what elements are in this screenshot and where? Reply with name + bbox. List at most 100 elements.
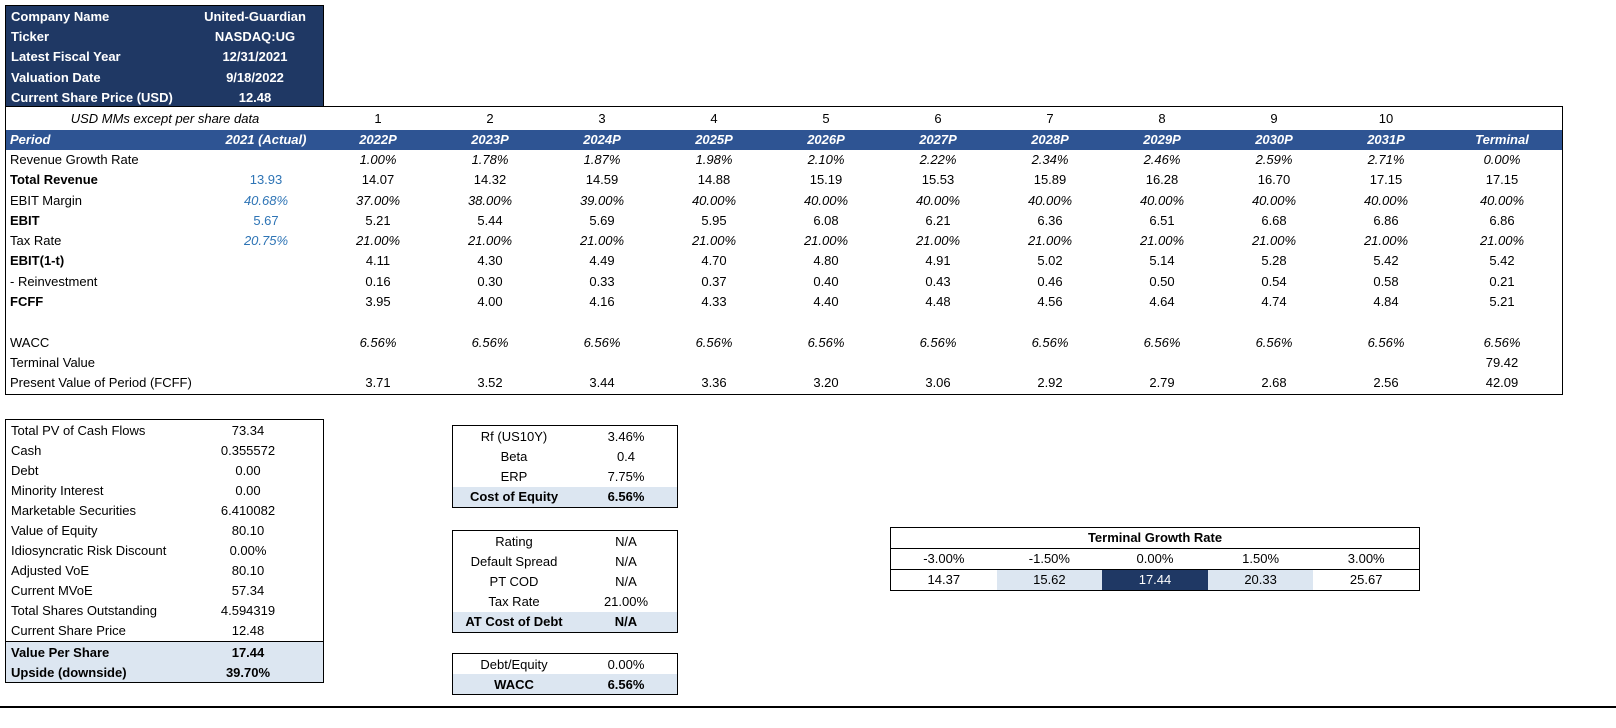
dcf-value-cell[interactable]: 5.95 (701, 212, 727, 228)
dcf-value-cell[interactable]: 0.58 (1373, 273, 1399, 289)
dcf-value-cell[interactable]: 38.00% (467, 192, 513, 208)
dcf-row-label[interactable]: WACC (10, 334, 50, 350)
mini-box-label[interactable]: Debt/Equity (480, 656, 548, 672)
dcf-value-cell[interactable]: 6.56% (583, 334, 621, 350)
dcf-row-label[interactable] (6, 312, 210, 332)
period-header-cell[interactable]: Period (10, 132, 51, 147)
summary-label[interactable]: Cash (11, 442, 42, 458)
summary-value[interactable]: 73.34 (231, 422, 265, 438)
dcf-value-cell[interactable]: 3.44 (589, 375, 615, 391)
dcf-value-cell[interactable]: 6.68 (1261, 212, 1287, 228)
dcf-value-cell[interactable] (546, 353, 658, 373)
period-header-cell[interactable]: 2026P (807, 132, 845, 147)
dcf-row-label[interactable]: FCFF (10, 294, 44, 310)
period-number[interactable]: 3 (598, 111, 606, 126)
summary-label[interactable]: Current MVoE (11, 583, 93, 599)
dcf-row-label[interactable]: EBIT (10, 212, 40, 228)
summary-value[interactable]: 57.34 (231, 583, 265, 599)
dcf-terminal-cell[interactable]: 42.09 (1485, 375, 1519, 391)
dcf-value-cell[interactable]: 2.59% (1255, 152, 1293, 167)
dcf-actual-cell[interactable] (210, 251, 322, 271)
dcf-value-cell[interactable]: 1.00% (359, 152, 397, 167)
dcf-value-cell[interactable]: 0.30 (477, 273, 503, 289)
dcf-value-cell[interactable]: 4.40 (813, 294, 839, 310)
dcf-value-cell[interactable] (322, 353, 434, 373)
dcf-terminal-cell[interactable]: 40.00% (1479, 192, 1525, 208)
dcf-value-cell[interactable]: 4.70 (701, 253, 727, 269)
mini-box-value[interactable]: 7.75% (607, 468, 645, 484)
dcf-value-cell[interactable]: 21.00% (579, 233, 625, 249)
summary-label[interactable]: Value of Equity (11, 523, 98, 539)
dcf-value-cell[interactable]: 6.56% (1031, 334, 1069, 350)
dcf-value-cell[interactable] (770, 312, 882, 332)
period-header-cell[interactable]: 2022P (359, 132, 397, 147)
mini-box-label[interactable]: AT Cost of Debt (465, 614, 563, 630)
sensitivity-value-cell[interactable]: 15.62 (996, 570, 1103, 590)
dcf-value-cell[interactable]: 3.06 (925, 375, 951, 391)
dcf-value-cell[interactable]: 6.56% (695, 334, 733, 350)
dcf-value-cell[interactable]: 6.56% (1143, 334, 1181, 350)
dcf-value-cell[interactable]: 2.68 (1261, 375, 1287, 391)
dcf-value-cell[interactable] (434, 312, 546, 332)
sensitivity-rate-cell[interactable]: 1.50% (1242, 551, 1280, 566)
summary-label[interactable]: Current Share Price (11, 623, 126, 639)
dcf-value-cell[interactable]: 6.56% (807, 334, 845, 350)
period-number[interactable]: 7 (1046, 111, 1054, 126)
dcf-value-cell[interactable] (1218, 312, 1330, 332)
dcf-value-cell[interactable]: 3.20 (813, 375, 839, 391)
dcf-terminal-cell[interactable]: 6.86 (1489, 212, 1515, 228)
period-number[interactable]: 1 (374, 111, 382, 126)
period-header-cell[interactable]: 2023P (471, 132, 509, 147)
sensitivity-title[interactable]: Terminal Growth Rate (891, 528, 1419, 549)
dcf-value-cell[interactable]: 40.00% (803, 192, 849, 208)
dcf-value-cell[interactable]: 16.28 (1145, 172, 1179, 188)
dcf-value-cell[interactable]: 4.74 (1261, 294, 1287, 310)
dcf-value-cell[interactable]: 6.56% (359, 334, 397, 350)
period-header-cell[interactable]: 2029P (1143, 132, 1181, 147)
dcf-value-cell[interactable]: 4.30 (477, 253, 503, 269)
dcf-value-cell[interactable]: 40.00% (1363, 192, 1409, 208)
mini-box-label[interactable]: Default Spread (470, 553, 558, 569)
dcf-terminal-cell[interactable]: 0.21 (1489, 273, 1515, 289)
summary-value[interactable]: 0.355572 (220, 442, 276, 458)
mini-box-value[interactable]: 21.00% (603, 594, 649, 610)
dcf-value-cell[interactable]: 15.53 (921, 172, 955, 188)
dcf-value-cell[interactable]: 1.98% (695, 152, 733, 167)
dcf-actual-cell[interactable] (210, 333, 322, 353)
dcf-value-cell[interactable]: 0.40 (813, 273, 839, 289)
dcf-value-cell[interactable]: 1.78% (471, 152, 509, 167)
mini-box-value[interactable]: N/A (614, 614, 638, 630)
dcf-value-cell[interactable]: 0.37 (701, 273, 727, 289)
dcf-actual-cell[interactable]: 20.75% (243, 233, 289, 249)
dcf-value-cell[interactable]: 4.49 (589, 253, 615, 269)
dcf-value-cell[interactable]: 2.34% (1031, 152, 1069, 167)
summary-label[interactable]: Marketable Securities (11, 502, 136, 518)
period-header-cell[interactable]: 2024P (583, 132, 621, 147)
mini-box-label[interactable]: Tax Rate (488, 594, 540, 610)
mini-box-label[interactable]: ERP (500, 468, 528, 484)
dcf-value-cell[interactable]: 21.00% (803, 233, 849, 249)
dcf-value-cell[interactable]: 21.00% (691, 233, 737, 249)
company-info-value[interactable]: United-Guardian (204, 8, 306, 24)
dcf-value-cell[interactable]: 21.00% (355, 233, 401, 249)
period-header-cell[interactable]: 2027P (919, 132, 957, 147)
period-number[interactable]: 4 (710, 111, 718, 126)
dcf-value-cell[interactable] (434, 353, 546, 373)
summary-label[interactable]: Upside (downside) (11, 664, 127, 680)
dcf-value-cell[interactable]: 21.00% (467, 233, 513, 249)
period-number[interactable]: 8 (1158, 111, 1166, 126)
dcf-value-cell[interactable]: 4.64 (1149, 294, 1175, 310)
dcf-value-cell[interactable]: 21.00% (1139, 233, 1185, 249)
mini-box-label[interactable]: Cost of Equity (469, 489, 559, 505)
dcf-value-cell[interactable] (1106, 353, 1218, 373)
mini-box-value[interactable]: 3.46% (607, 428, 645, 444)
dcf-value-cell[interactable]: 16.70 (1257, 172, 1291, 188)
mini-box-label[interactable]: Rating (495, 533, 533, 549)
period-number[interactable]: 5 (822, 111, 830, 126)
dcf-value-cell[interactable]: 6.56% (1367, 334, 1405, 350)
dcf-terminal-cell[interactable]: 5.21 (1489, 294, 1515, 310)
mini-box-value[interactable]: N/A (615, 573, 637, 589)
period-header-cell[interactable]: 2030P (1255, 132, 1293, 147)
dcf-value-cell[interactable]: 5.69 (589, 212, 615, 228)
mini-box-value[interactable]: N/A (615, 533, 637, 549)
